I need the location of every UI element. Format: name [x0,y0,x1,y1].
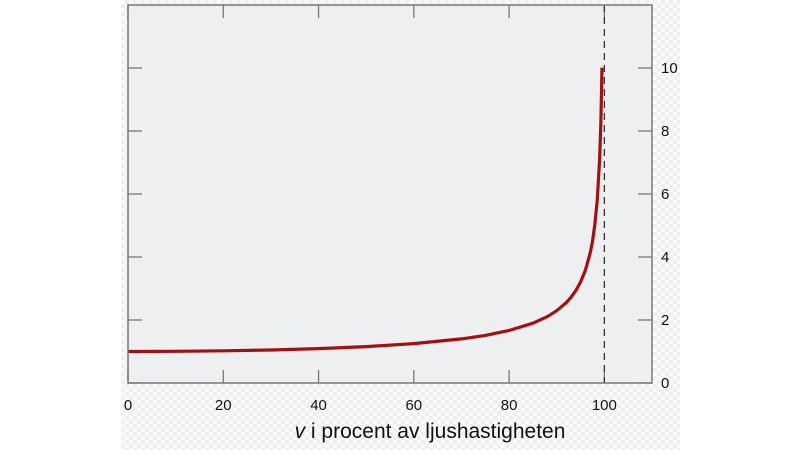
x-tick-label: 80 [501,397,518,414]
x-tick-label: 100 [592,397,617,414]
gamma-curve [127,67,604,354]
y-tick-label: 0 [661,375,669,392]
x-tick-label: 0 [124,397,132,414]
x-tick-label: 60 [405,397,422,414]
x-axis-label-variable: v [294,420,306,443]
y-tick-label: 6 [661,186,669,203]
plot-area [128,5,652,383]
plot-frame [127,4,653,384]
y-tick-label: 2 [661,312,669,329]
y-tick-label: 4 [661,249,669,266]
y-tick-label: 8 [661,123,669,140]
x-axis-label: v i procent av ljushastigheten [0,420,800,444]
x-axis-label-text: i procent av ljushastigheten [305,420,566,443]
x-tick-label: 20 [215,397,232,414]
y-tick-label: 10 [661,60,678,77]
x-tick-label: 40 [310,397,327,414]
